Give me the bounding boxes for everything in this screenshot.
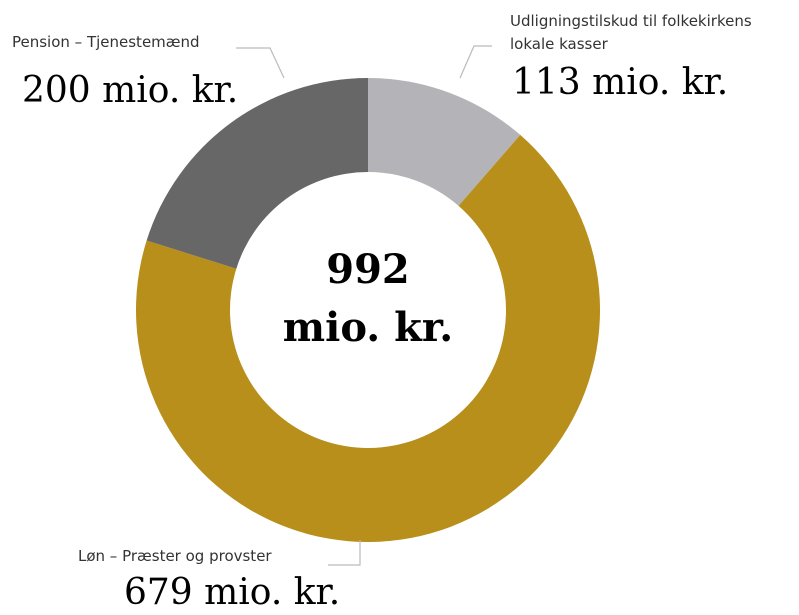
leader-line	[236, 47, 285, 79]
donut-slice	[136, 134, 600, 542]
value-label: 679 mio. kr.	[124, 572, 341, 613]
center-label: mio. kr.	[282, 304, 454, 351]
category-label: Pension – Tjenestemænd	[12, 33, 200, 51]
leader-line	[459, 45, 492, 79]
donut-slice	[146, 78, 368, 269]
category-label: Løn – Præster og provster	[78, 547, 272, 565]
leader-line	[328, 540, 361, 566]
value-label: 200 mio. kr.	[22, 70, 239, 111]
center-label: 992	[326, 246, 410, 293]
donut-slice	[368, 78, 521, 206]
category-label: Udligningstilskud til folkekirkens lokal…	[510, 12, 752, 53]
value-label: 113 mio. kr.	[512, 62, 729, 103]
